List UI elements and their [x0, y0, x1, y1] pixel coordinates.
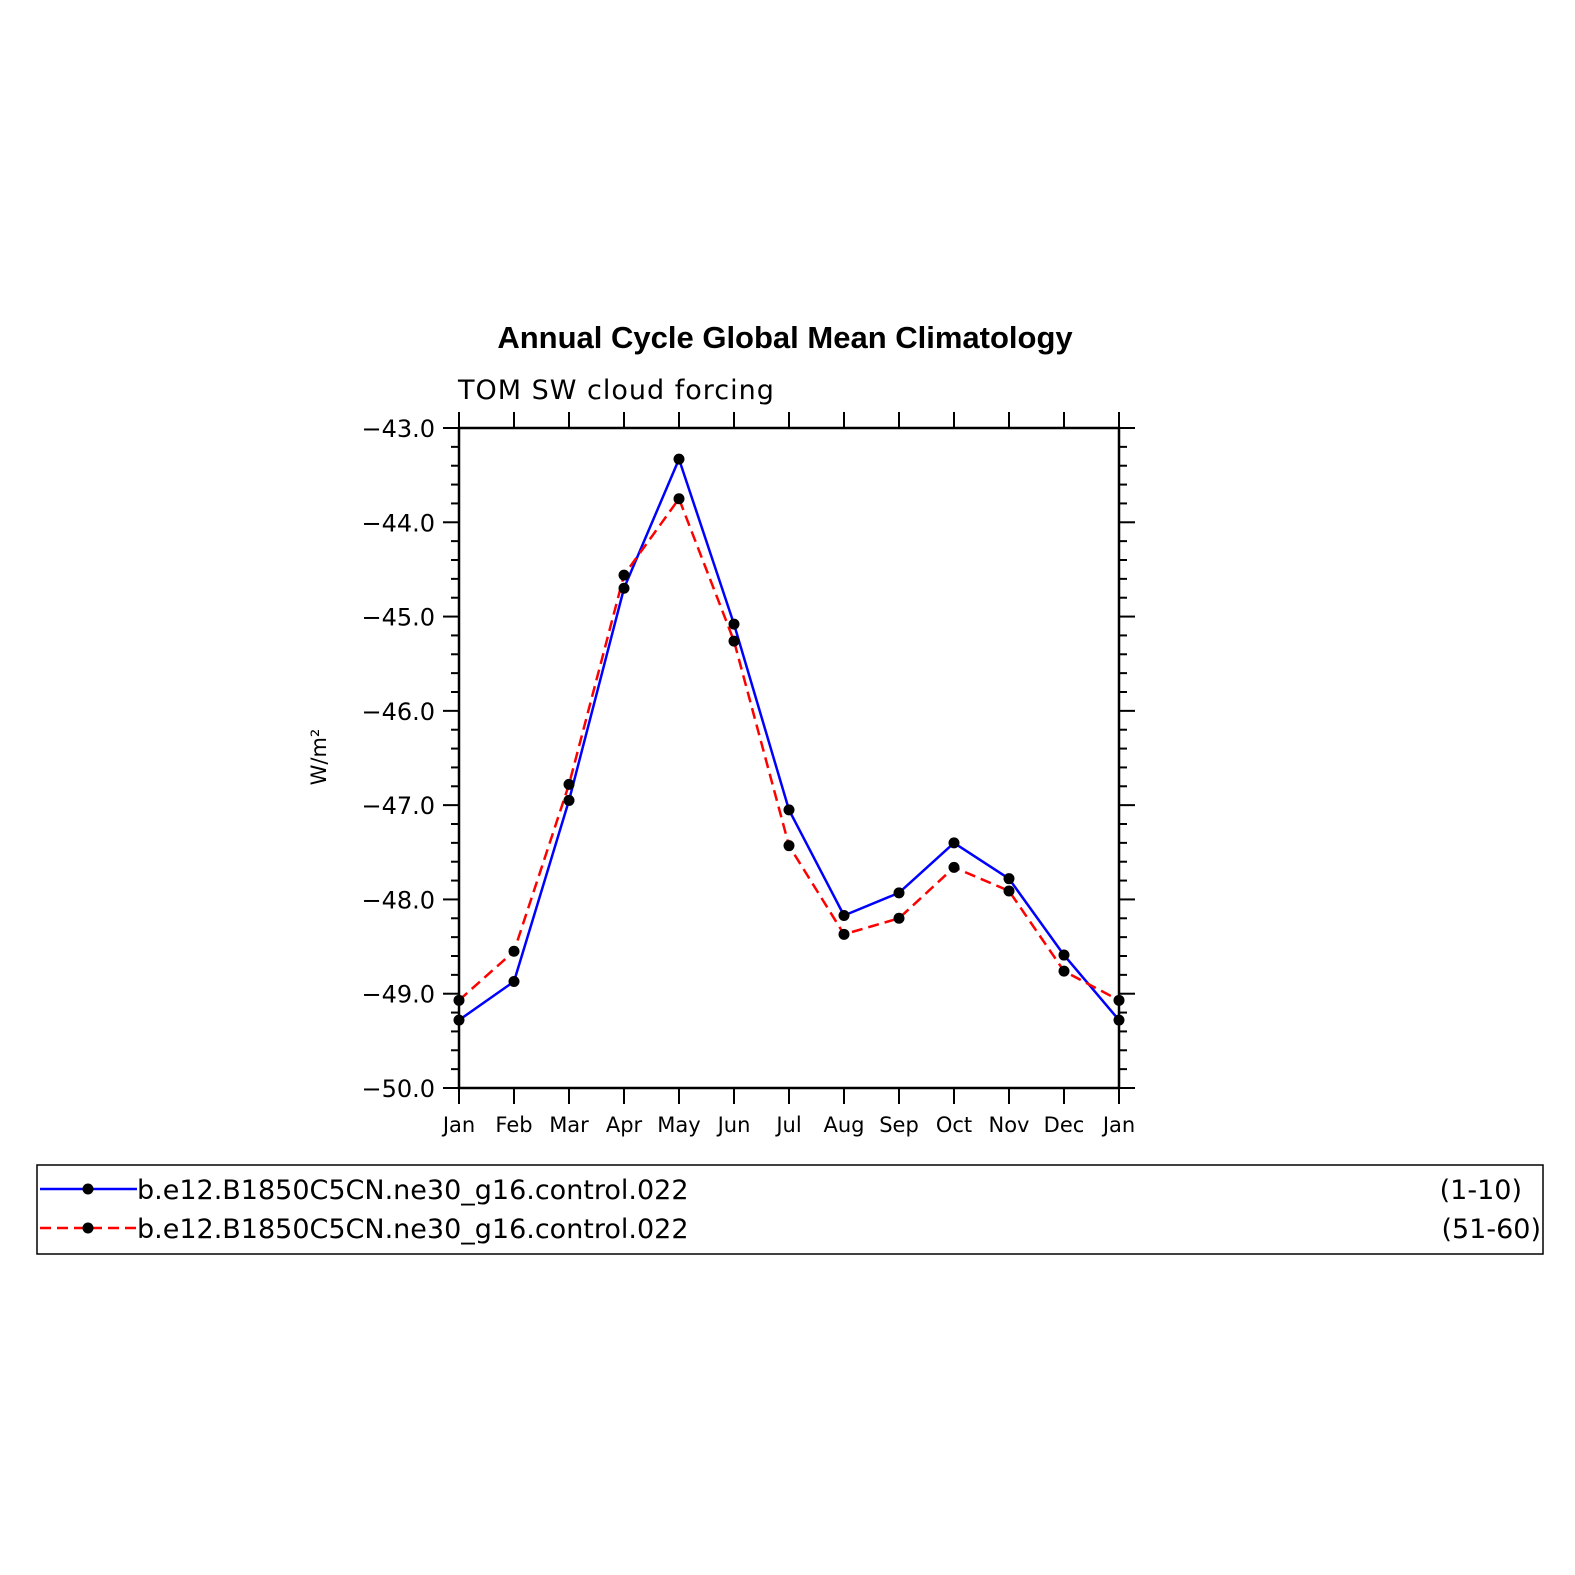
- series-line-1: [458, 457, 1120, 1022]
- legend-marker-1: [82, 1183, 94, 1195]
- y-tick-label: −43.0: [361, 415, 435, 443]
- x-tick-label: Jan: [1101, 1113, 1135, 1137]
- x-tick-label: May: [657, 1113, 700, 1137]
- x-tick-label: Dec: [1044, 1113, 1085, 1137]
- y-tick-label: −49.0: [361, 981, 435, 1009]
- series-1-point: [618, 582, 630, 594]
- series-2-point: [783, 840, 795, 852]
- x-tick-label: Jan: [441, 1113, 475, 1137]
- x-tick-label: Jun: [716, 1113, 751, 1137]
- legend-label-1: b.e12.B1850C5CN.ne30_g16.control.022: [137, 1175, 689, 1206]
- legend-label-2: b.e12.B1850C5CN.ne30_g16.control.022: [137, 1214, 689, 1245]
- legend: b.e12.B1850C5CN.ne30_g16.control.022 (1-…: [36, 1164, 1544, 1255]
- legend-range-1: (1-10): [1440, 1175, 1522, 1206]
- y-tick-label: −44.0: [361, 509, 435, 537]
- series-2-point: [948, 861, 960, 873]
- legend-box: [36, 1164, 1544, 1255]
- y-tick-label: −45.0: [361, 604, 435, 632]
- x-tick-label: Apr: [606, 1113, 643, 1137]
- legend-marker-2: [82, 1222, 94, 1234]
- chart-title: Annual Cycle Global Mean Climatology: [497, 320, 1073, 355]
- x-tick-label: Nov: [989, 1113, 1030, 1137]
- series-line-2: [458, 497, 1120, 1002]
- series-2-point: [838, 928, 850, 940]
- chart-subtitle: TOM SW cloud forcing: [457, 375, 775, 406]
- series-2-point: [728, 635, 740, 647]
- series-1-point: [838, 909, 850, 921]
- y-tick-labels: −43.0 −44.0 −45.0 −46.0 −47.0 −48.0 −49.0 −50.0: [361, 415, 435, 1103]
- x-tick-label: Jul: [774, 1113, 801, 1137]
- series-1-point: [948, 837, 960, 849]
- x-tick-label: Feb: [495, 1113, 532, 1137]
- series-1-point: [728, 618, 740, 630]
- axis-ticks: [443, 412, 1135, 1104]
- y-axis-label: W/m²: [307, 729, 331, 786]
- x-tick-labels: Jan Feb Mar Apr May Jun Jul Aug Sep Oct Nov Dec Jan: [441, 1113, 1135, 1137]
- series-2-point: [893, 912, 905, 924]
- y-tick-label: −48.0: [361, 886, 435, 914]
- series-2-point: [673, 493, 685, 505]
- series-1-point: [673, 453, 685, 465]
- y-tick-label: −47.0: [361, 792, 435, 820]
- series-1-point: [1058, 949, 1070, 961]
- series-2-point: [508, 945, 520, 957]
- legend-range-2: (51-60): [1441, 1214, 1541, 1245]
- series-1-point: [1003, 873, 1015, 885]
- y-tick-label: −50.0: [361, 1075, 435, 1103]
- series-lines: [458, 457, 1120, 1022]
- series-2-point: [618, 569, 630, 581]
- x-tick-label: Sep: [879, 1113, 919, 1137]
- x-tick-label: Mar: [549, 1113, 589, 1137]
- series-1-point: [893, 887, 905, 899]
- plot-frame: [457, 426, 1121, 1090]
- series-1-point: [508, 975, 520, 987]
- series-2-point: [1058, 965, 1070, 977]
- series-markers: [453, 453, 1125, 1026]
- series-1-point: [563, 794, 575, 806]
- x-tick-label: Oct: [936, 1113, 972, 1137]
- y-tick-label: −46.0: [361, 698, 435, 726]
- series-1-point: [783, 804, 795, 816]
- series-2-point: [1003, 885, 1015, 897]
- series-2-point: [563, 778, 575, 790]
- x-tick-label: Aug: [823, 1113, 864, 1137]
